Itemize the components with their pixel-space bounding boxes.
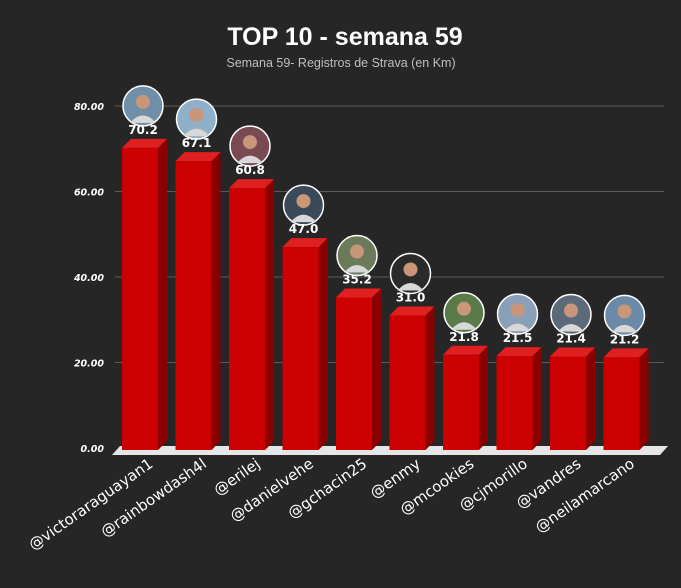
bar-front (175, 161, 212, 450)
bar (603, 348, 649, 450)
chart-title: TOP 10 - semana 59 (227, 23, 462, 51)
avatar-icon (122, 85, 164, 127)
bar (336, 288, 381, 450)
avatar-icon (389, 252, 432, 295)
bar-front (122, 147, 158, 450)
bar-side (532, 347, 542, 450)
bar-top (496, 347, 542, 357)
avatar-icon (550, 293, 592, 336)
bar-top (336, 288, 381, 298)
y-tick-label: 40.00 (73, 273, 104, 284)
bar (282, 238, 328, 450)
y-tick-label: 80.00 (74, 102, 104, 113)
y-tick-label: 0.00 (81, 444, 105, 455)
avatar-icon (282, 184, 325, 226)
bar (122, 138, 167, 450)
bars (122, 138, 649, 450)
data-label: 70.2 (128, 123, 158, 137)
avatar-icon (175, 98, 218, 140)
y-tick-label: 20.00 (74, 359, 104, 370)
avatar-icon (336, 234, 378, 277)
data-label: 21.5 (503, 331, 533, 345)
bar-side (265, 179, 274, 450)
data-label: 47.0 (289, 222, 319, 236)
bar (496, 347, 542, 450)
x-tick-label: @neilamarcano (532, 455, 638, 537)
avatar-icon (603, 294, 646, 337)
x-axis-labels: @victoraraguayan1@rainbowdash4l @erilej@d… (25, 454, 638, 553)
bar-top (603, 348, 649, 358)
bar (550, 347, 595, 450)
bar-top (550, 347, 595, 357)
bar (389, 306, 435, 450)
bar-top (443, 345, 488, 355)
data-label: 60.8 (235, 163, 265, 177)
y-tick-label: 60.00 (74, 188, 104, 199)
bar (229, 179, 274, 450)
avatars (122, 85, 646, 337)
bar-top (389, 306, 435, 316)
bar (175, 152, 221, 450)
bar-top (282, 238, 328, 248)
bar-front (229, 188, 265, 450)
bar-front (603, 357, 640, 450)
bar-front (282, 247, 319, 450)
bar-side (158, 138, 167, 450)
bar-side (586, 347, 595, 450)
data-label: 67.1 (182, 136, 212, 150)
data-label: 21.2 (610, 332, 640, 346)
bar-side (372, 288, 381, 450)
avatar-icon (229, 125, 271, 167)
bar-top (175, 152, 221, 162)
avatar-icon (443, 292, 485, 334)
bar-top (229, 179, 274, 189)
bar-side (211, 152, 221, 450)
data-label: 31.0 (396, 290, 426, 304)
bar-front (496, 356, 533, 450)
bar-front (336, 297, 372, 450)
data-label: 35.2 (342, 273, 372, 287)
bar-side (425, 306, 435, 450)
chart-subtitle: Semana 59- Registros de Strava (en Km) (226, 56, 455, 70)
data-labels: 70.2 67.1 60.8 47.0 35.2 31.0 21.8 21.5 21.4 21.2 (128, 123, 639, 346)
bar-front (550, 356, 586, 450)
bar-side (639, 348, 649, 450)
bar-front (443, 354, 479, 450)
bar-front (389, 315, 426, 450)
data-label: 21.4 (556, 332, 586, 346)
bar (443, 345, 488, 450)
bar-side (318, 238, 328, 450)
bar-side (479, 345, 488, 450)
avatar-icon (496, 293, 539, 335)
bar-top (122, 138, 167, 148)
data-label: 21.8 (449, 330, 479, 344)
